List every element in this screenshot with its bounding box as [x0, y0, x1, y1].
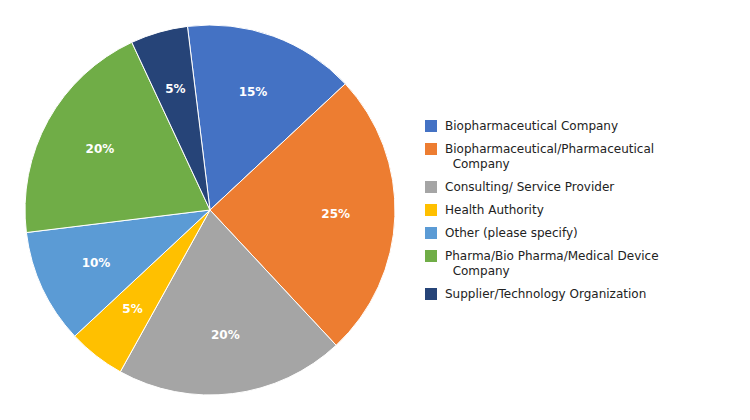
legend-label-line: Supplier/Technology Organization	[445, 287, 646, 301]
legend-swatch	[425, 227, 437, 239]
legend-label-line: Company	[445, 264, 510, 278]
legend-label-line: Biopharmaceutical/Pharmaceutical	[445, 142, 654, 156]
data-label: 5%	[165, 82, 185, 96]
legend-label-line: Consulting/ Service Provider	[445, 180, 614, 194]
legend-swatch	[425, 143, 437, 155]
legend-label-line: Health Authority	[445, 203, 544, 217]
legend-item: Health Authority	[425, 203, 544, 217]
legend-label-line: Company	[445, 157, 510, 171]
legend-item: Biopharmaceutical Company	[425, 119, 618, 133]
data-labels: 15% 25% 20% 5% 10% 20% 5%	[82, 82, 350, 342]
legend-label: Other (please specify)	[445, 226, 578, 240]
legend-item: Biopharmaceutical/Pharmaceutical Company	[425, 142, 654, 171]
legend-item: Supplier/Technology Organization	[425, 287, 646, 301]
legend: Biopharmaceutical Company Biopharmaceutic…	[425, 119, 659, 301]
legend-item: Pharma/Bio Pharma/Medical Device Company	[425, 249, 659, 278]
chart-svg: 15% 25% 20% 5% 10% 20% 5% Biopharmaceutical Com…	[0, 0, 750, 420]
legend-item: Consulting/ Service Provider	[425, 180, 614, 194]
data-label: 5%	[122, 302, 142, 316]
pie	[25, 25, 395, 395]
chart-container: 15% 25% 20% 5% 10% 20% 5% Biopharmaceutical Com…	[0, 0, 750, 420]
legend-swatch	[425, 120, 437, 132]
data-label: 25%	[321, 207, 350, 221]
legend-swatch	[425, 181, 437, 193]
legend-item: Other (please specify)	[425, 226, 578, 240]
legend-label: Consulting/ Service Provider	[445, 180, 614, 194]
legend-swatch	[425, 288, 437, 300]
pie-slice	[132, 26, 210, 210]
legend-label: Pharma/Bio Pharma/Medical Device Company	[445, 249, 659, 278]
legend-label-line: Other (please specify)	[445, 226, 578, 240]
legend-swatch	[425, 250, 437, 262]
data-label: 15%	[239, 85, 268, 99]
legend-label: Biopharmaceutical/Pharmaceutical Company	[445, 142, 654, 171]
data-label: 20%	[86, 142, 115, 156]
legend-label: Biopharmaceutical Company	[445, 119, 618, 133]
legend-label: Supplier/Technology Organization	[445, 287, 646, 301]
data-label: 10%	[82, 256, 111, 270]
legend-label-line: Biopharmaceutical Company	[445, 119, 618, 133]
data-label: 20%	[211, 328, 240, 342]
legend-swatch	[425, 204, 437, 216]
legend-label-line: Pharma/Bio Pharma/Medical Device	[445, 249, 659, 263]
legend-label: Health Authority	[445, 203, 544, 217]
